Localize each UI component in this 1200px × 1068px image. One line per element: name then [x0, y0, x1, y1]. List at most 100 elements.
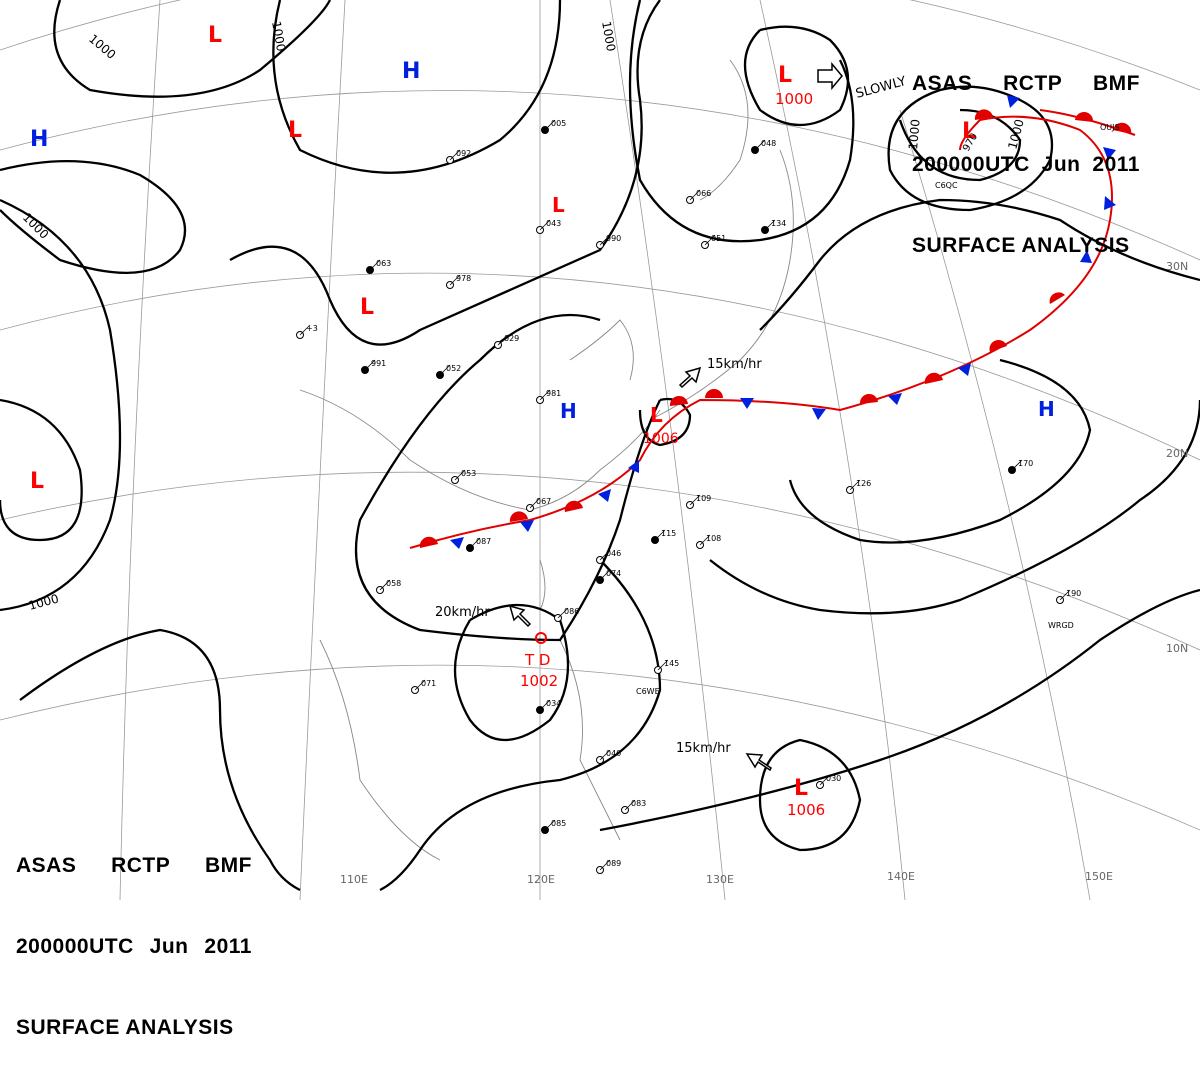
warm-front-bump	[1113, 122, 1132, 134]
movement-arrow-icon	[745, 753, 772, 772]
low-pressure-symbol: L	[778, 63, 792, 88]
coast-indochina	[319, 639, 441, 861]
station-value: 190	[1066, 589, 1081, 598]
station-plot: 108	[696, 534, 721, 549]
longitude-label: 150E	[1085, 870, 1113, 883]
wind-barb-icon	[379, 579, 391, 591]
movement-label: 20km/hr	[435, 605, 490, 620]
longitude-label: 130E	[706, 873, 734, 886]
station-value: +3	[306, 324, 318, 333]
station-value: 051	[711, 234, 726, 243]
station-plot: 067	[526, 497, 551, 512]
station-plot: 126	[846, 479, 871, 494]
wind-barb-icon	[599, 859, 611, 871]
header-year: 2011	[1092, 153, 1140, 176]
station-plot: 083	[621, 799, 646, 814]
low-pressure-symbol: L	[794, 776, 808, 801]
station-plot: 030	[816, 774, 841, 789]
low-pressure-symbol: L	[288, 118, 302, 143]
station-value: 083	[631, 799, 646, 808]
isobar-label: 1000	[906, 119, 923, 151]
station-value: 145	[664, 659, 679, 668]
station-plot: 074	[596, 569, 621, 584]
longitude-labels: 110E 120E 130E 140E 150E	[340, 870, 1113, 886]
warm-front-bump	[974, 109, 993, 120]
cold-front-triangle	[1104, 196, 1116, 210]
low-pressure-symbol: L	[650, 403, 663, 427]
wind-barb-icon	[1011, 459, 1023, 471]
station-plot: 053	[451, 469, 476, 484]
cold-front-triangles	[450, 95, 1116, 549]
parallel-line	[0, 0, 1200, 91]
tropical-depression-pressure: 1002	[520, 672, 558, 690]
station-plot: 034	[536, 699, 561, 714]
header-month: Jun	[1041, 153, 1081, 176]
warm-front-bump	[509, 511, 528, 522]
movement-arrow-icon	[678, 366, 702, 389]
warm-front-bump	[1049, 292, 1065, 304]
isobar-line	[759, 198, 1200, 331]
wind-barb-icon	[544, 119, 556, 131]
station-plot: 089	[596, 859, 621, 874]
station-value: 115	[661, 529, 676, 538]
cold-front-triangle	[450, 537, 464, 549]
cold-front-triangle	[888, 393, 902, 405]
station-plot: 051	[701, 234, 726, 249]
isobar-line	[19, 628, 301, 892]
warm-front-bump	[989, 339, 1007, 352]
graticule	[0, 0, 1200, 900]
isobar-line	[379, 559, 662, 892]
header-line-2: 200000UTC Jun 2011	[912, 151, 1140, 178]
station-plot: 085	[541, 819, 566, 834]
longitude-label: 110E	[340, 873, 368, 886]
latitude-label: 20N	[1166, 447, 1188, 460]
station-value: 029	[504, 334, 519, 343]
warm-front-bumps	[419, 109, 1132, 548]
header-office: BMF	[1093, 72, 1140, 95]
low-pressure-value: 1006	[787, 801, 825, 819]
isobar-line	[354, 313, 662, 642]
station-value: 052	[446, 364, 461, 373]
header-line-1: ASAS RCTP BMF	[16, 852, 252, 879]
movement-arrows	[508, 61, 843, 772]
isobar-line	[0, 198, 122, 612]
station-value: 030	[826, 774, 841, 783]
station-value: 108	[706, 534, 721, 543]
high-pressure-symbol: H	[560, 399, 577, 423]
parallel-line	[0, 90, 1200, 261]
low-pressure-symbol: L	[360, 295, 374, 320]
tropical-depression-label: T D	[524, 651, 550, 669]
isobar-line	[628, 0, 855, 243]
station-value: 043	[546, 219, 561, 228]
wind-barb-icon	[599, 549, 611, 561]
movement-label: 15km/hr	[676, 741, 731, 756]
station-plot: 086	[554, 607, 579, 622]
header-top: ASAS RCTP BMF 200000UTC Jun 2011 SURFACE…	[912, 16, 1140, 286]
station-plot: 991	[361, 359, 386, 374]
wind-barb-icon	[657, 659, 669, 671]
warm-front-bump	[419, 536, 438, 548]
longitude-label: 120E	[527, 873, 555, 886]
low-pressure-symbol: L	[208, 23, 222, 48]
wind-barb-icon	[469, 537, 481, 549]
warm-front-bump	[924, 372, 943, 384]
header-time: 200000UTC	[16, 935, 134, 958]
ship-ids: C6WE WRGD C6QC OUJS	[636, 123, 1120, 696]
movement-arrow-icon	[508, 604, 532, 628]
cold-front-triangle	[1103, 147, 1116, 160]
low-pressure-symbol: L	[552, 193, 565, 217]
station-plot: 109	[686, 494, 711, 509]
station-value: 058	[386, 579, 401, 588]
header-time: 200000UTC	[912, 153, 1030, 176]
isobar-line	[0, 398, 83, 542]
station-plots: 005 +3 029 052 053 067 087 058 046 074 086 071 034 04…	[296, 119, 1081, 874]
coast-kamchatka	[699, 59, 749, 201]
high-pressure-symbol: H	[1038, 397, 1055, 421]
low-pressure-symbol: L	[30, 469, 44, 494]
movement-label: 15km/hr	[707, 357, 762, 372]
coast-china	[299, 389, 661, 511]
station-plot: +3	[296, 324, 318, 339]
station-plot: 978	[446, 274, 471, 289]
wind-barb-icon	[699, 534, 711, 546]
parallel-line	[0, 272, 1200, 461]
